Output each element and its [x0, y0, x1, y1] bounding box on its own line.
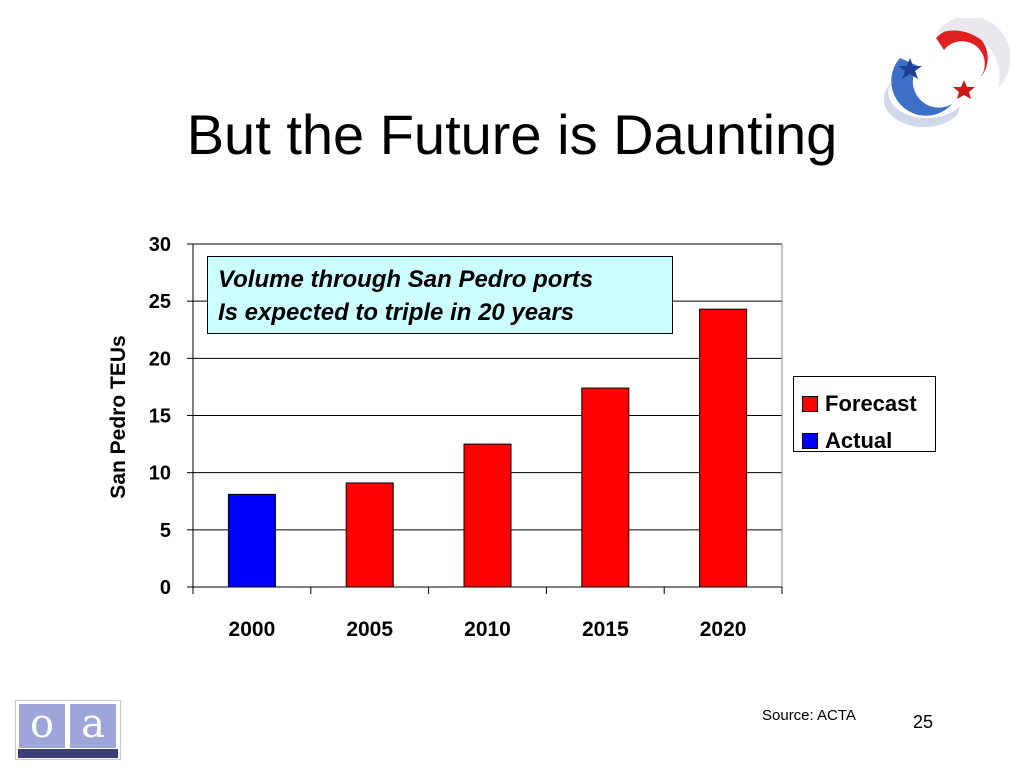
logo-letter-o: o: [19, 704, 65, 748]
bar-forecast-2020: [699, 308, 748, 588]
legend-label-forecast: Forecast: [825, 390, 917, 416]
callout-line-1: Volume through San Pedro ports: [218, 266, 594, 293]
y-tick-label: 30: [149, 234, 171, 256]
callout-line-2: Is expected to triple in 20 years: [218, 299, 575, 326]
legend-swatch-forecast: [802, 395, 818, 412]
logo-letter-a: a: [70, 704, 116, 748]
legend-label-actual: Actual: [825, 427, 893, 453]
y-tick-label: 10: [149, 463, 171, 485]
y-axis-label: San Pedro TEUs: [107, 335, 130, 498]
y-tick-label: 5: [160, 520, 171, 542]
y-tick-label: 15: [149, 406, 171, 428]
y-tick-label: 25: [149, 291, 171, 313]
x-tick-label: 2000: [229, 618, 276, 641]
company-logo: o a: [15, 700, 121, 760]
logo-tagline-strip: [18, 749, 118, 758]
legend-item-forecast: Forecast: [802, 385, 935, 422]
y-tick-label: 20: [149, 348, 171, 370]
y-tick-label: 0: [160, 577, 171, 599]
page-number: 25: [913, 712, 934, 732]
bar-forecast-2005: [345, 482, 394, 588]
bar-forecast-2010: [463, 443, 512, 588]
bar-actual-2000: [227, 493, 276, 588]
x-tick-label: 2005: [346, 618, 393, 641]
chart-legend: Forecast Actual: [793, 376, 936, 453]
event-logo-icon: [883, 18, 1010, 128]
bar-forecast-2015: [581, 387, 630, 588]
legend-item-actual: Actual: [802, 422, 935, 459]
x-tick-label: 2015: [582, 618, 629, 641]
x-tick-label: 2010: [464, 618, 511, 641]
legend-swatch-actual: [802, 432, 818, 449]
x-tick-label: 2020: [700, 618, 747, 641]
slide-title: But the Future is Daunting: [186, 103, 838, 166]
chart-callout: Volume through San Pedro ports Is expect…: [207, 256, 673, 334]
source-note: Source: ACTA: [762, 707, 856, 724]
